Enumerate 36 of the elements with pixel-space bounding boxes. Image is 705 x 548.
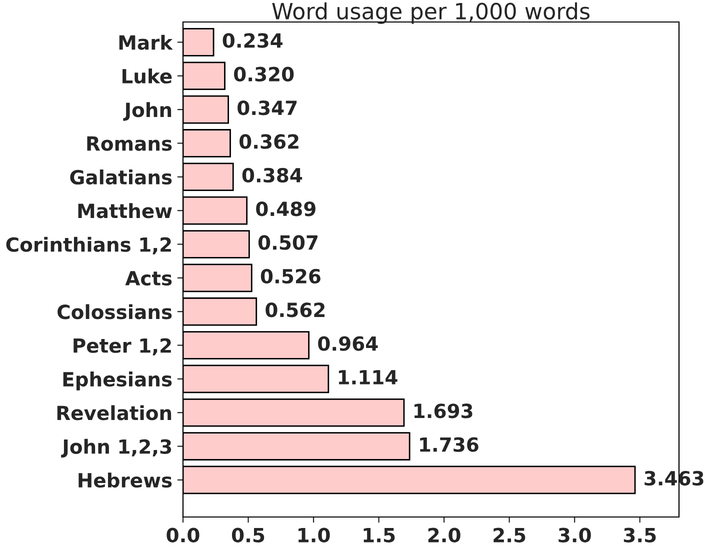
- x-tick-label: 1.5: [364, 528, 395, 542]
- x-tick-label: 0.5: [232, 528, 264, 542]
- y-tick-label: Romans: [87, 136, 172, 151]
- data-label: 0.964: [318, 336, 378, 351]
- y-tick-label: Matthew: [78, 203, 172, 218]
- data-label: 0.489: [256, 202, 316, 216]
- data-label: 0.562: [266, 302, 325, 318]
- y-tick-label: John: [123, 102, 172, 121]
- y-tick-label: Revelation: [57, 405, 172, 420]
- data-label: 0.507: [258, 235, 318, 250]
- y-tick-label: Colossians: [58, 304, 172, 320]
- data-label: 0.234: [222, 33, 282, 48]
- y-tick-label: Corinthians 1,2: [6, 236, 171, 254]
- x-tick-label: 2.0: [428, 528, 460, 542]
- data-label: 1.114: [338, 370, 398, 384]
- y-tick-label: Ephesians: [63, 372, 172, 390]
- data-label: 0.362: [240, 134, 298, 149]
- data-label: 1.736: [420, 437, 478, 452]
- x-tick-label: 2.5: [494, 528, 526, 542]
- data-label: 0.320: [234, 66, 294, 82]
- x-tick-label: 1.0: [298, 528, 330, 542]
- chart-title: Word usage per 1,000 words: [272, 2, 590, 24]
- data-label: 0.384: [242, 168, 302, 183]
- x-tick-label: 3.5: [624, 528, 656, 542]
- data-label: 1.693: [414, 404, 472, 418]
- x-tick-label: 3.0: [558, 528, 591, 542]
- y-tick-label: Peter 1,2: [74, 338, 171, 356]
- data-label: 0.526: [260, 268, 320, 284]
- y-tick-label: Hebrews: [78, 472, 172, 488]
- y-tick-label: Galatians: [70, 170, 172, 185]
- y-tick-label: John 1,2,3: [61, 438, 172, 458]
- x-tick-label: 0.0: [166, 528, 200, 542]
- y-tick-label: Luke: [122, 68, 172, 84]
- data-label: 0.347: [238, 100, 297, 116]
- y-tick-label: Acts: [125, 271, 172, 286]
- y-tick-label: Mark: [119, 34, 173, 50]
